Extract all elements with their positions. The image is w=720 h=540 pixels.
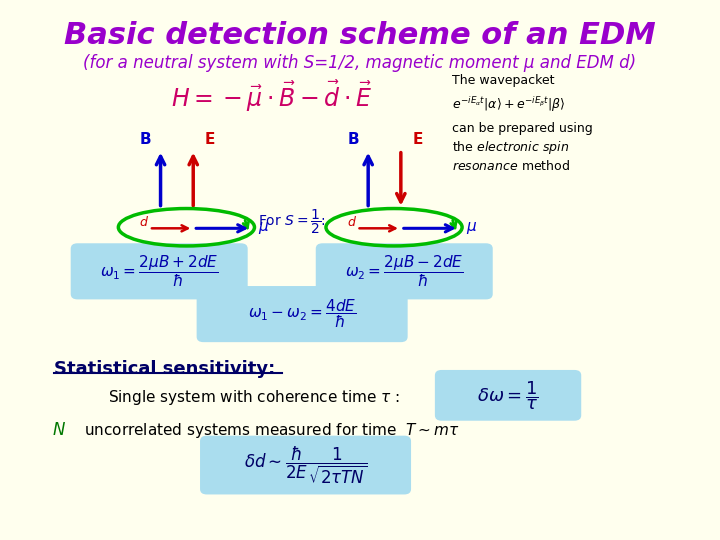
Text: $\delta\omega = \dfrac{1}{\tau}$: $\delta\omega = \dfrac{1}{\tau}$ bbox=[477, 379, 539, 412]
Text: $\mu$: $\mu$ bbox=[258, 220, 269, 237]
Text: $e^{-iE_\alpha t}|\alpha\rangle + e^{-iE_\beta t}|\beta\rangle$: $e^{-iE_\alpha t}|\alpha\rangle + e^{-iE… bbox=[452, 95, 566, 114]
Text: Basic detection scheme of an EDM: Basic detection scheme of an EDM bbox=[64, 22, 656, 50]
Text: Single system with coherence time $\tau$ :: Single system with coherence time $\tau$… bbox=[108, 388, 400, 407]
Text: E: E bbox=[413, 132, 423, 147]
Text: the $\it{electronic\ spin}$: the $\it{electronic\ spin}$ bbox=[452, 139, 569, 156]
Text: $\omega_1 = \dfrac{2\mu B + 2dE}{\hbar}$: $\omega_1 = \dfrac{2\mu B + 2dE}{\hbar}$ bbox=[100, 254, 218, 289]
FancyBboxPatch shape bbox=[197, 286, 408, 342]
Text: $\mu$: $\mu$ bbox=[466, 220, 477, 237]
Text: $H = -\vec{\mu}\cdot\vec{B} - \vec{d}\cdot\vec{E}$: $H = -\vec{\mu}\cdot\vec{B} - \vec{d}\cd… bbox=[171, 78, 372, 114]
Text: $\it{resonance}$ method: $\it{resonance}$ method bbox=[452, 159, 570, 173]
Text: uncorrelated systems measured for time  $T \sim m\tau$: uncorrelated systems measured for time $… bbox=[84, 421, 460, 440]
Text: Statistical sensitivity:: Statistical sensitivity: bbox=[54, 360, 275, 378]
Text: $N$: $N$ bbox=[53, 421, 66, 440]
Text: B: B bbox=[347, 132, 359, 147]
FancyBboxPatch shape bbox=[71, 244, 248, 299]
Text: $\omega_2 = \dfrac{2\mu B - 2dE}{\hbar}$: $\omega_2 = \dfrac{2\mu B - 2dE}{\hbar}$ bbox=[345, 254, 464, 289]
FancyBboxPatch shape bbox=[316, 244, 492, 299]
Text: can be prepared using: can be prepared using bbox=[452, 122, 593, 135]
Text: $\omega_1 - \omega_2 = \dfrac{4dE}{\hbar}$: $\omega_1 - \omega_2 = \dfrac{4dE}{\hbar… bbox=[248, 298, 356, 330]
Text: $\delta d \sim \dfrac{\hbar}{2E} \dfrac{1}{\sqrt{2\tau T N}}$: $\delta d \sim \dfrac{\hbar}{2E} \dfrac{… bbox=[244, 444, 367, 485]
FancyBboxPatch shape bbox=[435, 370, 581, 421]
Text: B: B bbox=[140, 132, 151, 147]
FancyBboxPatch shape bbox=[200, 436, 411, 495]
Text: d: d bbox=[140, 217, 148, 230]
Text: E: E bbox=[205, 132, 215, 147]
Text: The wavepacket: The wavepacket bbox=[452, 74, 554, 87]
Text: d: d bbox=[347, 217, 355, 230]
Text: (for a neutral system with S=1/2, magnetic moment μ and EDM d): (for a neutral system with S=1/2, magnet… bbox=[84, 53, 636, 71]
Text: For $S = \dfrac{1}{2}$:: For $S = \dfrac{1}{2}$: bbox=[258, 208, 326, 236]
